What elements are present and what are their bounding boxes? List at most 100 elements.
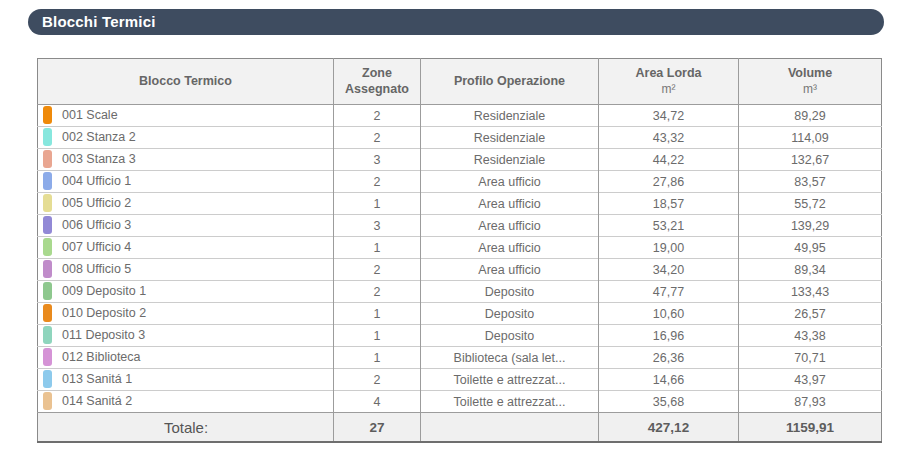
profile-cell: Area ufficio [421, 215, 599, 237]
block-name: 008 Ufficio 5 [62, 262, 131, 276]
table-row[interactable]: 007 Ufficio 4 1 Area ufficio 19,00 49,95 [38, 237, 882, 259]
table-row[interactable]: 001 Scale 2 Residenziale 34,72 89,29 [38, 105, 882, 127]
zone-cell: 2 [334, 105, 421, 127]
table-row[interactable]: 004 Ufficio 1 2 Area ufficio 27,86 83,57 [38, 171, 882, 193]
table-row[interactable]: 011 Deposito 3 1 Deposito 16,96 43,38 [38, 325, 882, 347]
volume-cell: 89,34 [739, 259, 882, 281]
area-cell: 34,20 [599, 259, 739, 281]
table-row[interactable]: 009 Deposito 1 2 Deposito 47,77 133,43 [38, 281, 882, 303]
table-row[interactable]: 003 Stanza 3 3 Residenziale 44,22 132,67 [38, 149, 882, 171]
profile-cell: Toilette e attrezzat... [421, 391, 599, 413]
block-color-swatch [43, 128, 52, 146]
zone-cell: 2 [334, 171, 421, 193]
volume-cell: 139,29 [739, 215, 882, 237]
profile-cell: Residenziale [421, 105, 599, 127]
volume-cell: 43,38 [739, 325, 882, 347]
area-cell: 35,68 [599, 391, 739, 413]
col-header-volume: Volumem³ [739, 59, 882, 105]
profile-cell: Area ufficio [421, 237, 599, 259]
table-row[interactable]: 002 Stanza 2 2 Residenziale 43,32 114,09 [38, 127, 882, 149]
zone-cell: 3 [334, 149, 421, 171]
block-name: 005 Ufficio 2 [62, 196, 131, 210]
block-name: 006 Ufficio 3 [62, 218, 131, 232]
zone-cell: 3 [334, 215, 421, 237]
col-header-profilo-operazione: Profilo Operazione [421, 59, 599, 105]
profile-cell: Area ufficio [421, 259, 599, 281]
zone-cell: 1 [334, 193, 421, 215]
block-name: 002 Stanza 2 [62, 130, 136, 144]
area-cell: 18,57 [599, 193, 739, 215]
table-header-row: Blocco Termico Zone Assegnato Profilo Op… [38, 59, 882, 105]
area-unit: m² [603, 82, 734, 97]
block-name: 013 Sanitá 1 [62, 372, 132, 386]
zone-cell: 1 [334, 237, 421, 259]
zone-cell: 1 [334, 303, 421, 325]
block-color-swatch [43, 326, 52, 344]
block-name: 001 Scale [62, 108, 118, 122]
profile-cell: Toilette e attrezzat... [421, 369, 599, 391]
block-name: 007 Ufficio 4 [62, 240, 131, 254]
block-name-cell: 014 Sanitá 2 [38, 391, 334, 413]
zone-cell: 4 [334, 391, 421, 413]
col-header-area-lorda: Area Lordam² [599, 59, 739, 105]
block-name-cell: 006 Ufficio 3 [38, 215, 334, 237]
area-cell: 10,60 [599, 303, 739, 325]
block-color-swatch [43, 238, 52, 256]
block-name: 014 Sanitá 2 [62, 394, 132, 408]
area-cell: 14,66 [599, 369, 739, 391]
block-name: 004 Ufficio 1 [62, 174, 131, 188]
volume-cell: 114,09 [739, 127, 882, 149]
block-color-swatch [43, 260, 52, 278]
profile-cell: Biblioteca (sala let... [421, 347, 599, 369]
block-color-swatch [43, 150, 52, 168]
block-name-cell: 009 Deposito 1 [38, 281, 334, 303]
block-color-swatch [43, 282, 52, 300]
area-cell: 34,72 [599, 105, 739, 127]
total-profile [421, 413, 599, 443]
total-zone: 27 [334, 413, 421, 443]
area-cell: 16,96 [599, 325, 739, 347]
profile-cell: Area ufficio [421, 171, 599, 193]
block-color-swatch [43, 392, 52, 410]
zone-cell: 2 [334, 369, 421, 391]
profile-cell: Area ufficio [421, 193, 599, 215]
volume-cell: 83,57 [739, 171, 882, 193]
volume-unit: m³ [743, 82, 877, 97]
block-color-swatch [43, 194, 52, 212]
profile-cell: Residenziale [421, 127, 599, 149]
block-name: 011 Deposito 3 [62, 328, 145, 342]
block-color-swatch [43, 304, 52, 322]
table-row[interactable]: 006 Ufficio 3 3 Area ufficio 53,21 139,2… [38, 215, 882, 237]
block-name-cell: 004 Ufficio 1 [38, 171, 334, 193]
table-row[interactable]: 012 Biblioteca 1 Biblioteca (sala let...… [38, 347, 882, 369]
zone-cell: 1 [334, 347, 421, 369]
table-row[interactable]: 005 Ufficio 2 1 Area ufficio 18,57 55,72 [38, 193, 882, 215]
block-name-cell: 003 Stanza 3 [38, 149, 334, 171]
table-row[interactable]: 013 Sanitá 1 2 Toilette e attrezzat... 1… [38, 369, 882, 391]
block-name-cell: 005 Ufficio 2 [38, 193, 334, 215]
page-title: Blocchi Termici [42, 13, 156, 30]
block-name-cell: 002 Stanza 2 [38, 127, 334, 149]
section-header-bar: Blocchi Termici [28, 9, 884, 35]
block-name-cell: 012 Biblioteca [38, 347, 334, 369]
block-color-swatch [43, 172, 52, 190]
col-header-zone-assegnato: Zone Assegnato [334, 59, 421, 105]
volume-cell: 89,29 [739, 105, 882, 127]
thermal-blocks-table: Blocco Termico Zone Assegnato Profilo Op… [37, 58, 882, 443]
area-cell: 27,86 [599, 171, 739, 193]
block-color-swatch [43, 216, 52, 234]
volume-cell: 87,93 [739, 391, 882, 413]
block-name-cell: 007 Ufficio 4 [38, 237, 334, 259]
zone-cell: 2 [334, 259, 421, 281]
area-cell: 26,36 [599, 347, 739, 369]
table-row[interactable]: 010 Deposito 2 1 Deposito 10,60 26,57 [38, 303, 882, 325]
volume-cell: 133,43 [739, 281, 882, 303]
table-row[interactable]: 008 Ufficio 5 2 Area ufficio 34,20 89,34 [38, 259, 882, 281]
zone-cell: 2 [334, 127, 421, 149]
table-total-row: Totale: 27 427,12 1159,91 [38, 413, 882, 443]
block-name-cell: 008 Ufficio 5 [38, 259, 334, 281]
table-row[interactable]: 014 Sanitá 2 4 Toilette e attrezzat... 3… [38, 391, 882, 413]
volume-cell: 26,57 [739, 303, 882, 325]
area-cell: 19,00 [599, 237, 739, 259]
profile-cell: Deposito [421, 325, 599, 347]
